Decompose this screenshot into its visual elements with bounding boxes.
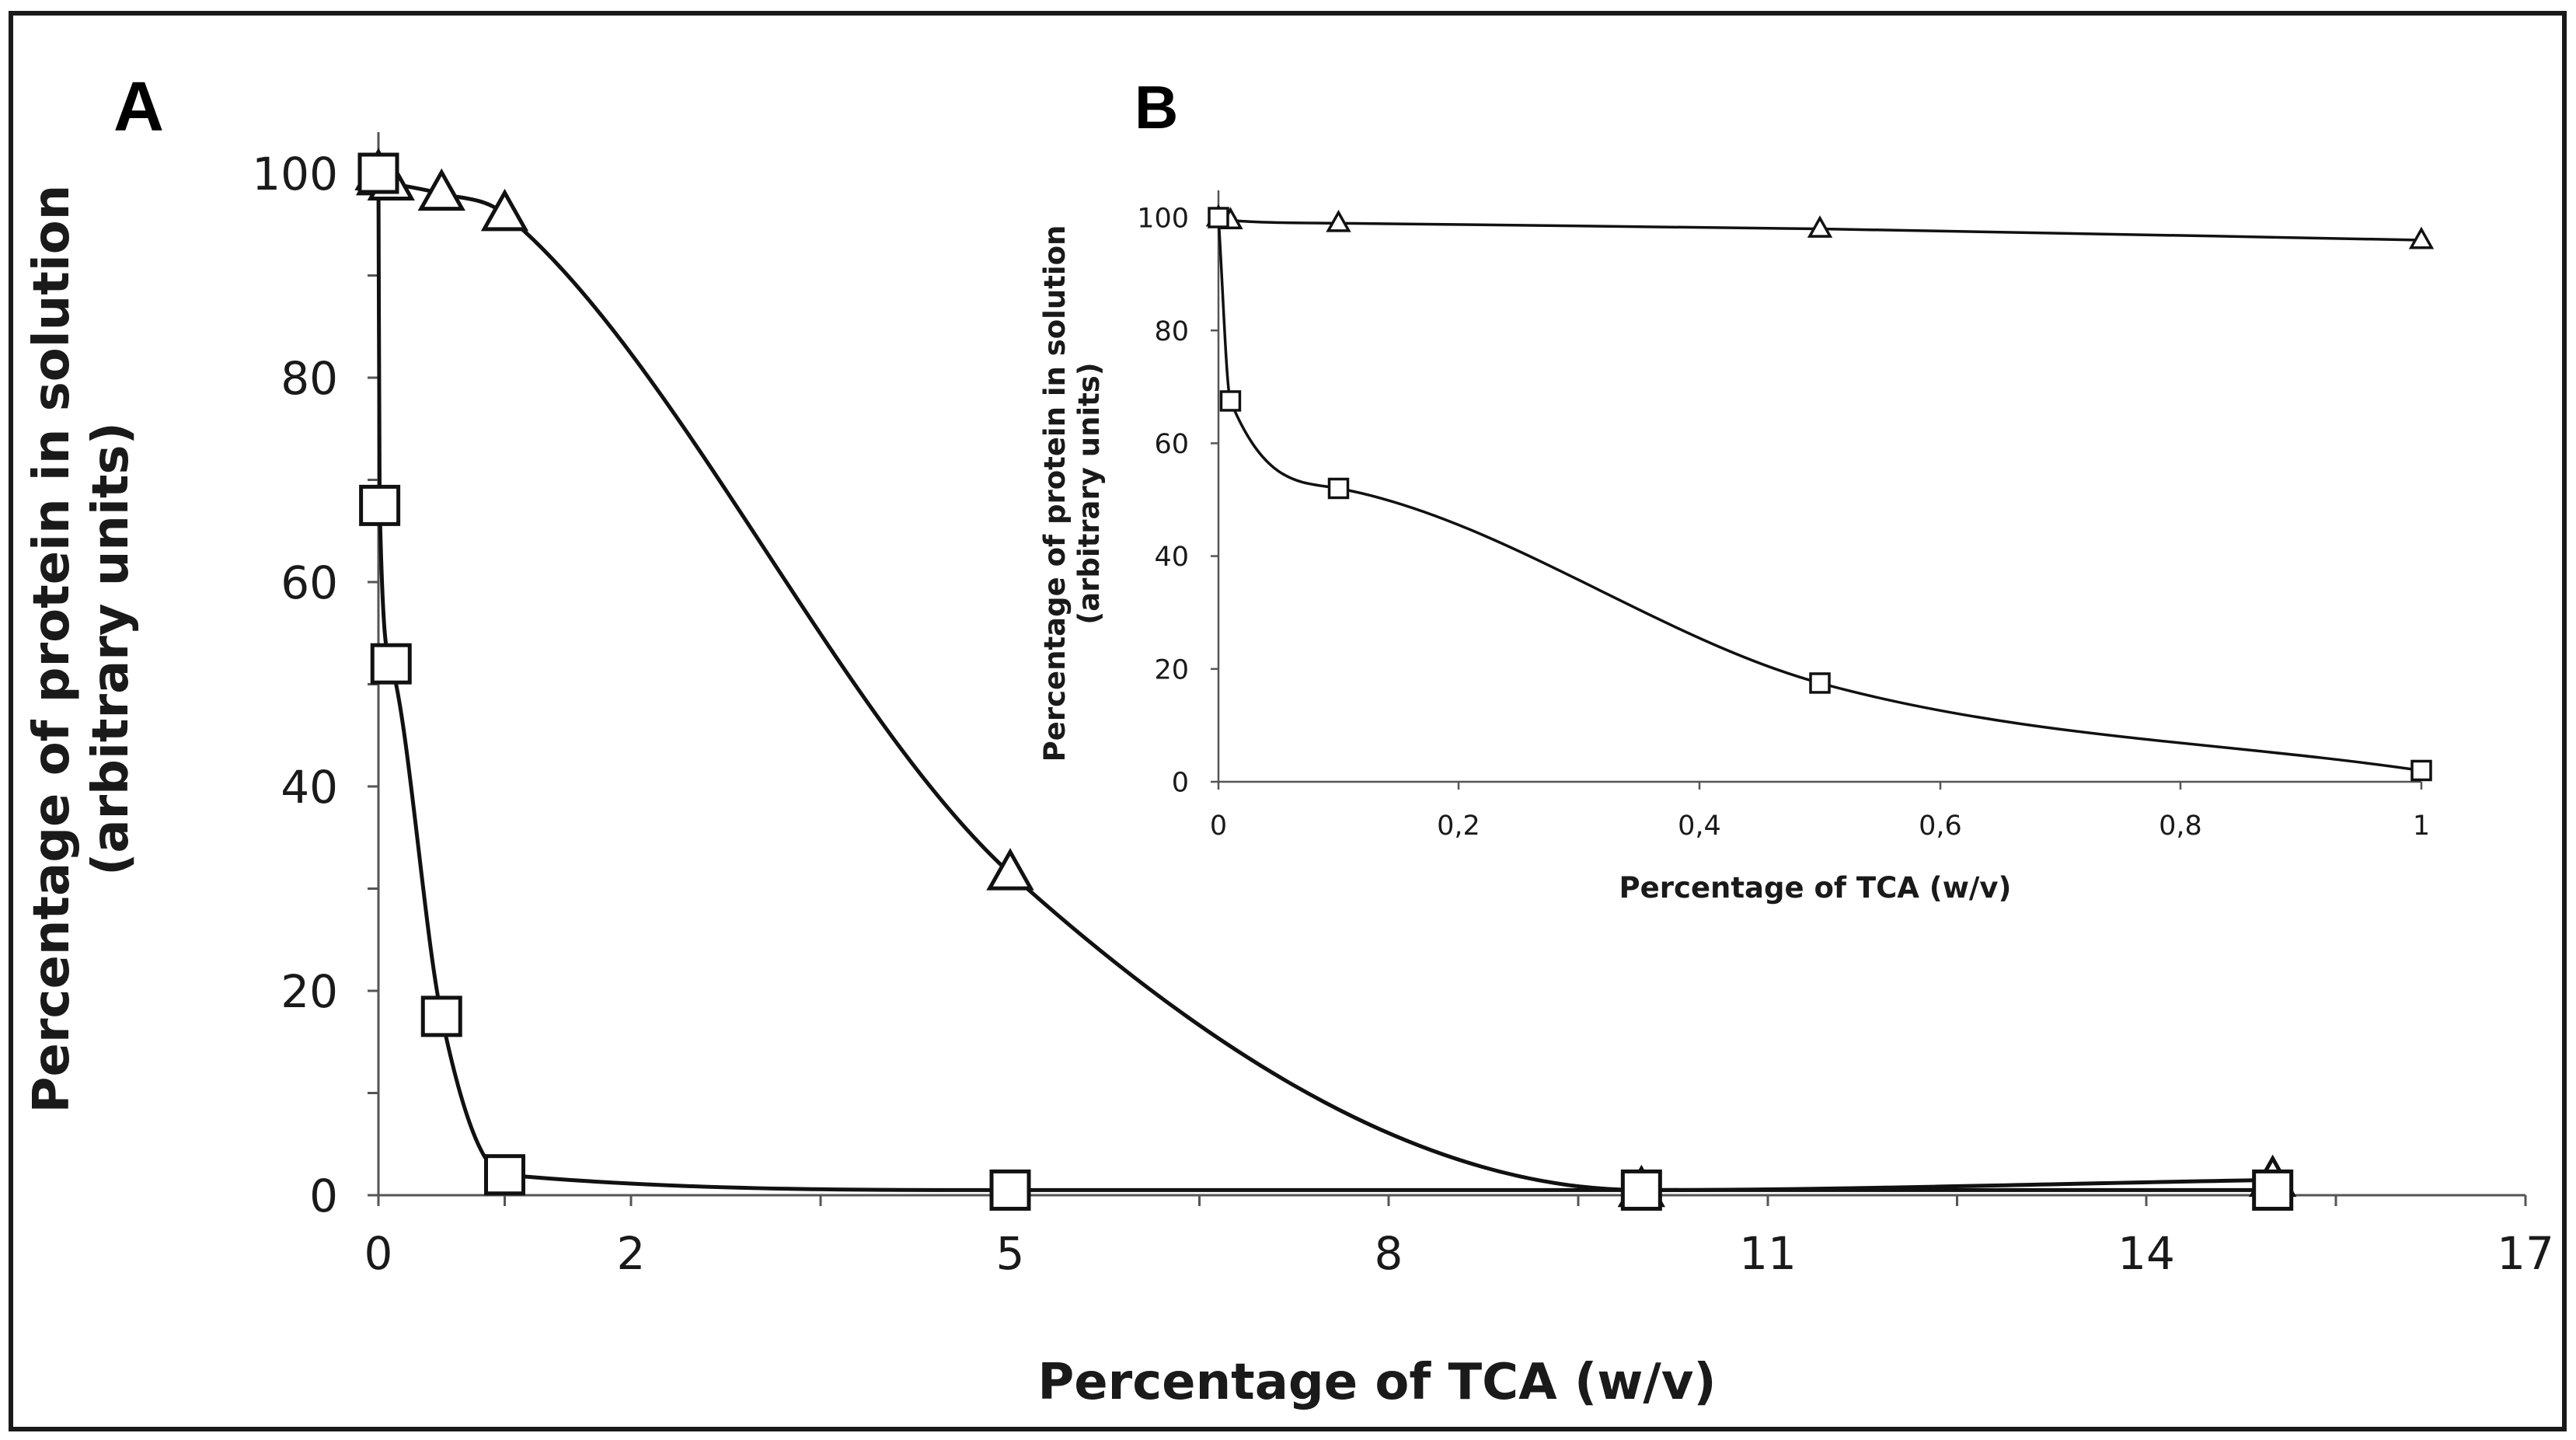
panel-a-square-marker xyxy=(989,1169,1031,1211)
panel-b-square-marker xyxy=(1219,390,1242,412)
panel-a-y-tick-label: 80 xyxy=(281,352,338,405)
panel-b-y-tick-label: 40 xyxy=(1154,542,1189,573)
panel-b-x-tick-label: 1 xyxy=(2413,811,2430,842)
panel-a-x-tick-label: 5 xyxy=(996,1227,1025,1280)
panel-a-y-axis-title: Percentage of protein in solution (arbit… xyxy=(23,185,140,1114)
panel-b-y-tick-label: 20 xyxy=(1154,654,1189,685)
panel-b-markers xyxy=(1205,204,2435,782)
panel-a-x-tick-label: 2 xyxy=(617,1227,646,1280)
panel-a-x-tick-label: 17 xyxy=(2497,1227,2554,1280)
panel-b-triangle-series-line xyxy=(1218,216,2422,242)
panel-b-letter: B xyxy=(1135,73,1178,141)
panel-a-square-series-line xyxy=(376,173,2273,1192)
panel-b-x-tick-label: 0,8 xyxy=(2159,811,2202,842)
panel-a-y-tick-label: 40 xyxy=(281,761,338,814)
panel-a-markers xyxy=(354,148,2297,1211)
panel-a-square-marker xyxy=(370,643,412,685)
panel-b-y-tick-label: 100 xyxy=(1137,204,1189,235)
panel-b-y-tick-label: 60 xyxy=(1154,429,1189,460)
panel-a-x-tick-label: 11 xyxy=(1739,1227,1797,1280)
panel-b-triangle-marker xyxy=(2408,226,2435,249)
panel-a-y-tick-label: 0 xyxy=(309,1170,338,1222)
panel-b-y-tick-label: 0 xyxy=(1172,768,1189,799)
panel-b-x-axis-title: Percentage of TCA (w/v) xyxy=(1619,871,2012,905)
panel-a-square-marker xyxy=(357,152,399,194)
panel-a-triangle-marker xyxy=(480,188,529,232)
panel-b-square-marker xyxy=(2410,759,2432,782)
panel-b-x-tick-label: 0,6 xyxy=(1919,811,1962,842)
panel-a-x-tick-label: 14 xyxy=(2118,1227,2175,1280)
panel-b-square-marker xyxy=(1208,207,1229,228)
panel-a-square-marker xyxy=(2252,1169,2294,1211)
panel-a-x-axis-title: Percentage of TCA (w/v) xyxy=(1037,1354,1716,1411)
panel-b-x-tick-label: 0,4 xyxy=(1678,811,1721,842)
panel-b-axes: 0 20 40 60 80 100 0 0,2 0,4 0,6 0,8 1 xyxy=(1137,190,2430,842)
panel-a-square-marker xyxy=(420,995,462,1037)
panel-b-y-axis-title: Percentage of protein in solution (arbit… xyxy=(1038,225,1106,762)
panel-b-triangle-marker xyxy=(1807,215,1833,238)
panel-b-x-tick-label: 0 xyxy=(1210,811,1227,842)
panel-a-x-tick-label: 8 xyxy=(1375,1227,1403,1280)
panel-b-y-axis-title-line1: Percentage of protein in solution xyxy=(1038,225,1072,762)
panel-b-triangle-marker xyxy=(1326,209,1351,232)
panel-a-square-marker xyxy=(484,1154,525,1196)
panel-b-square-marker xyxy=(1809,672,1831,694)
panel-a-x-tick-label: 0 xyxy=(364,1227,393,1280)
panel-a-y-axis-title-line1: Percentage of protein in solution xyxy=(23,185,81,1114)
panel-a-y-axis-title-line2: (arbitrary units) xyxy=(82,422,140,876)
panel-a-y-tick-label: 60 xyxy=(281,556,338,609)
panel-b-inset-chart: B 0 20 40 60 80 100 0 0,2 0,4 0,6 0,8 1 Percentage … xyxy=(1038,73,2435,905)
panel-a-y-tick-label: 100 xyxy=(252,148,338,200)
panel-a-square-marker xyxy=(359,484,401,526)
panel-a-triangle-marker xyxy=(986,848,1034,891)
panel-b-square-marker xyxy=(1327,477,1350,500)
panel-a-y-tick-label: 20 xyxy=(281,965,338,1018)
panel-b-y-tick-label: 80 xyxy=(1154,316,1189,347)
panel-b-y-axis-title-line2: (arbitrary units) xyxy=(1072,362,1106,624)
panel-a-letter: A xyxy=(113,68,164,146)
panel-a-square-marker xyxy=(1620,1169,1662,1211)
figure-frame xyxy=(9,11,2567,1431)
panel-a-triangle-marker xyxy=(417,168,465,211)
panel-b-x-tick-label: 0,2 xyxy=(1437,811,1480,842)
